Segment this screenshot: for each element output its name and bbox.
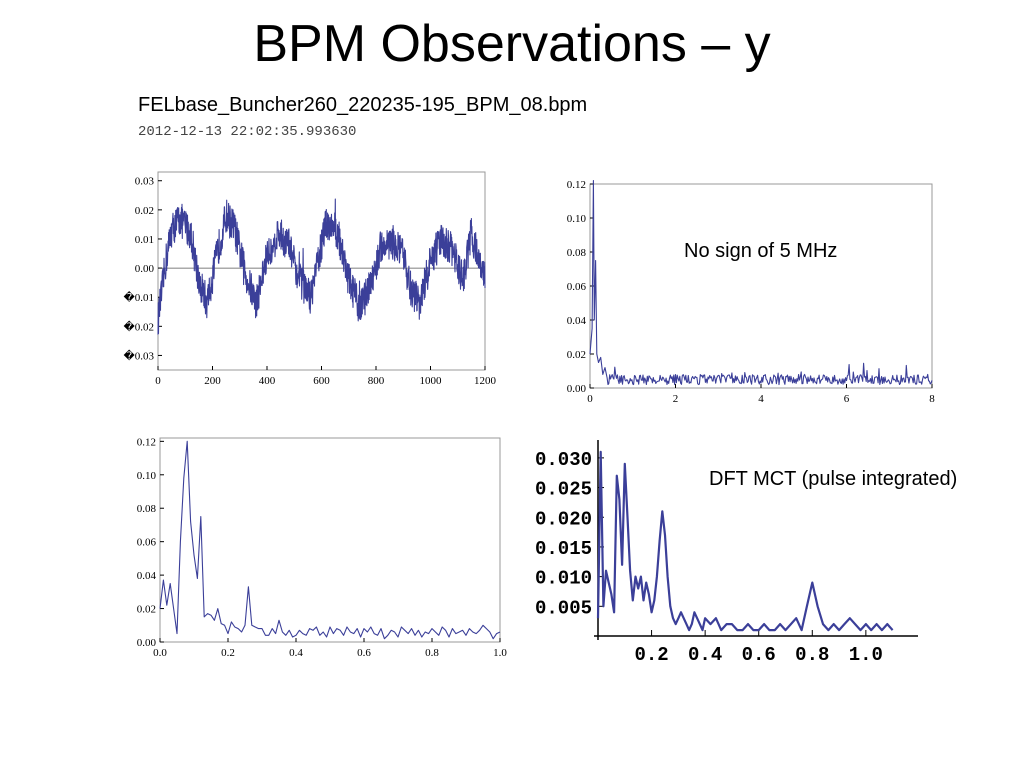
- x-tick-label: 0.2: [634, 644, 668, 666]
- y-tick-label: 0.03: [135, 176, 155, 188]
- x-tick-label: 6: [844, 393, 850, 405]
- y-tick-label: �0.02: [123, 319, 154, 333]
- no-5mhz-annotation: No sign of 5 MHz: [684, 240, 838, 262]
- series-line: [596, 450, 894, 632]
- y-tick-label: 0.010: [535, 568, 592, 590]
- x-tick-label: 0.8: [795, 644, 829, 666]
- x-tick-label: 0.4: [289, 647, 303, 659]
- x-tick-label: 1.0: [493, 647, 507, 659]
- x-tick-label: 0.6: [742, 644, 776, 666]
- spectrum-0-8-chart: 0 2 4 6 8 0.00 0.02 0.04 0.06 0.08 0.10 0.12: [567, 179, 936, 405]
- y-tick-label: �0.03: [123, 348, 154, 362]
- x-tick-label: 0.8: [425, 647, 439, 659]
- x-tick-label: 0.6: [357, 647, 371, 659]
- dft-mct-chart: 0.2 0.4 0.6 0.8 1.0 0.005 0.010 0.015 0.020 0.025…: [535, 440, 918, 666]
- spectrum-0-1-chart: 0.0 0.2 0.4 0.6 0.8 1.0 0.00 0.02 0.04 0.06 0.08 0.…: [137, 436, 508, 659]
- y-tick-label: 0.12: [567, 179, 586, 191]
- x-tick-label: 1.0: [849, 644, 883, 666]
- y-tick-label: 0.08: [137, 503, 157, 515]
- x-tick-label: 4: [758, 393, 764, 405]
- timestamp: 2012-12-13 22:02:35.993630: [138, 124, 357, 140]
- y-tick-label: 0.020: [535, 508, 592, 530]
- y-tick-label: 0.00: [567, 383, 587, 395]
- dft-mct-annotation: DFT MCT (pulse integrated): [709, 468, 958, 490]
- y-tick-label: 0.015: [535, 538, 592, 560]
- y-tick-label: 0.10: [567, 213, 587, 225]
- x-tick-label: 0: [587, 393, 593, 405]
- y-tick-label: 0.01: [135, 234, 154, 246]
- x-tick-label: 0.0: [153, 647, 167, 659]
- y-tick-label: 0.06: [137, 537, 157, 549]
- y-tick-label: 0.02: [567, 349, 586, 361]
- series-line: [589, 180, 933, 386]
- y-tick-label: 0.030: [535, 449, 592, 471]
- y-tick-label: 0.08: [567, 247, 587, 259]
- y-tick-label: 0.00: [137, 637, 157, 649]
- x-tick-label: 8: [929, 393, 935, 405]
- plot-frame: [159, 437, 501, 643]
- x-tick-label: 200: [204, 375, 221, 387]
- y-tick-label: 0.10: [137, 470, 157, 482]
- y-tick-label: �0.01: [123, 290, 154, 304]
- x-tick-label: 0: [155, 375, 161, 387]
- x-tick-label: 800: [368, 375, 385, 387]
- y-tick-label: 0.02: [135, 205, 154, 217]
- file-name: FELbase_Buncher260_220235-195_BPM_08.bpm: [138, 94, 588, 116]
- y-tick-label: 0.06: [567, 281, 587, 293]
- series-line: [157, 198, 486, 335]
- x-tick-label: 1000: [420, 375, 443, 387]
- y-tick-label: 0.02: [137, 604, 156, 616]
- y-tick-label: 0.025: [535, 479, 592, 501]
- x-tick-label: 600: [313, 375, 330, 387]
- series-line: [159, 440, 501, 640]
- y-tick-label: 0.00: [135, 263, 155, 275]
- y-tick-label: 0.005: [535, 597, 592, 619]
- time-series-chart: 0 200 400 600 800 1000 1200 �0.03 �0.02 �0.01 0.00…: [123, 171, 497, 387]
- plot-frame: [589, 183, 933, 389]
- y-tick-label: 0.04: [567, 315, 587, 327]
- x-tick-label: 1200: [474, 375, 497, 387]
- plot-frame: [157, 171, 486, 371]
- x-tick-label: 2: [673, 393, 679, 405]
- y-tick-label: 0.04: [137, 570, 157, 582]
- slide-title: BPM Observations – y: [253, 15, 771, 73]
- x-tick-label: 0.2: [221, 647, 235, 659]
- x-tick-label: 400: [259, 375, 276, 387]
- y-tick-label: 0.12: [137, 436, 156, 448]
- x-tick-label: 0.4: [688, 644, 722, 666]
